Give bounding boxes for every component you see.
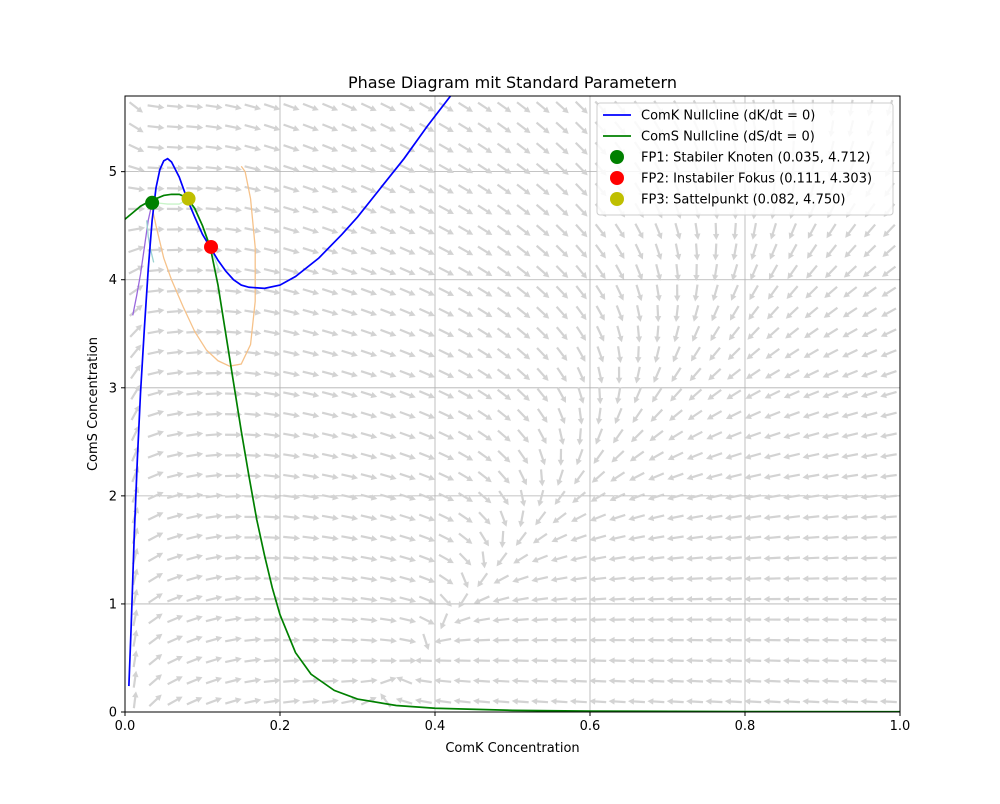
chart-title: Phase Diagram mit Standard Parametern xyxy=(348,73,677,92)
x-tick-label: 0.0 xyxy=(115,719,136,734)
fixed-point-3 xyxy=(182,192,196,206)
legend-marker-swatch xyxy=(610,171,624,185)
y-tick-label: 5 xyxy=(109,165,117,180)
x-axis-label: ComK Concentration xyxy=(445,741,579,756)
y-tick-label: 2 xyxy=(109,489,117,504)
fixed-point-1 xyxy=(145,196,159,210)
fixed-point-2 xyxy=(204,240,218,254)
x-tick-label: 0.2 xyxy=(270,719,291,734)
legend-entry-label: FP3: Sattelpunkt (0.082, 4.750) xyxy=(641,193,845,208)
legend-entry-label: FP2: Instabiler Fokus (0.111, 4.303) xyxy=(641,172,872,187)
x-tick-label: 0.4 xyxy=(425,719,446,734)
y-axis-label: ComS Concentration xyxy=(86,337,101,471)
legend-marker-swatch xyxy=(610,150,624,164)
x-tick-label: 0.6 xyxy=(580,719,601,734)
y-tick-label: 1 xyxy=(109,597,117,612)
y-tick-label: 4 xyxy=(109,273,117,288)
legend-entry-label: FP1: Stabiler Knoten (0.035, 4.712) xyxy=(641,151,870,166)
y-tick-label: 3 xyxy=(109,381,117,396)
y-tick-label: 0 xyxy=(109,706,117,721)
legend-marker-swatch xyxy=(610,192,624,206)
legend-entry-label: ComS Nullcline (dS/dt = 0) xyxy=(641,130,815,145)
legend: ComK Nullcline (dK/dt = 0) ComS Nullcline… xyxy=(597,103,893,215)
x-tick-label: 0.8 xyxy=(735,719,756,734)
legend-entry-label: ComK Nullcline (dK/dt = 0) xyxy=(641,109,815,124)
x-tick-label: 1.0 xyxy=(890,719,911,734)
